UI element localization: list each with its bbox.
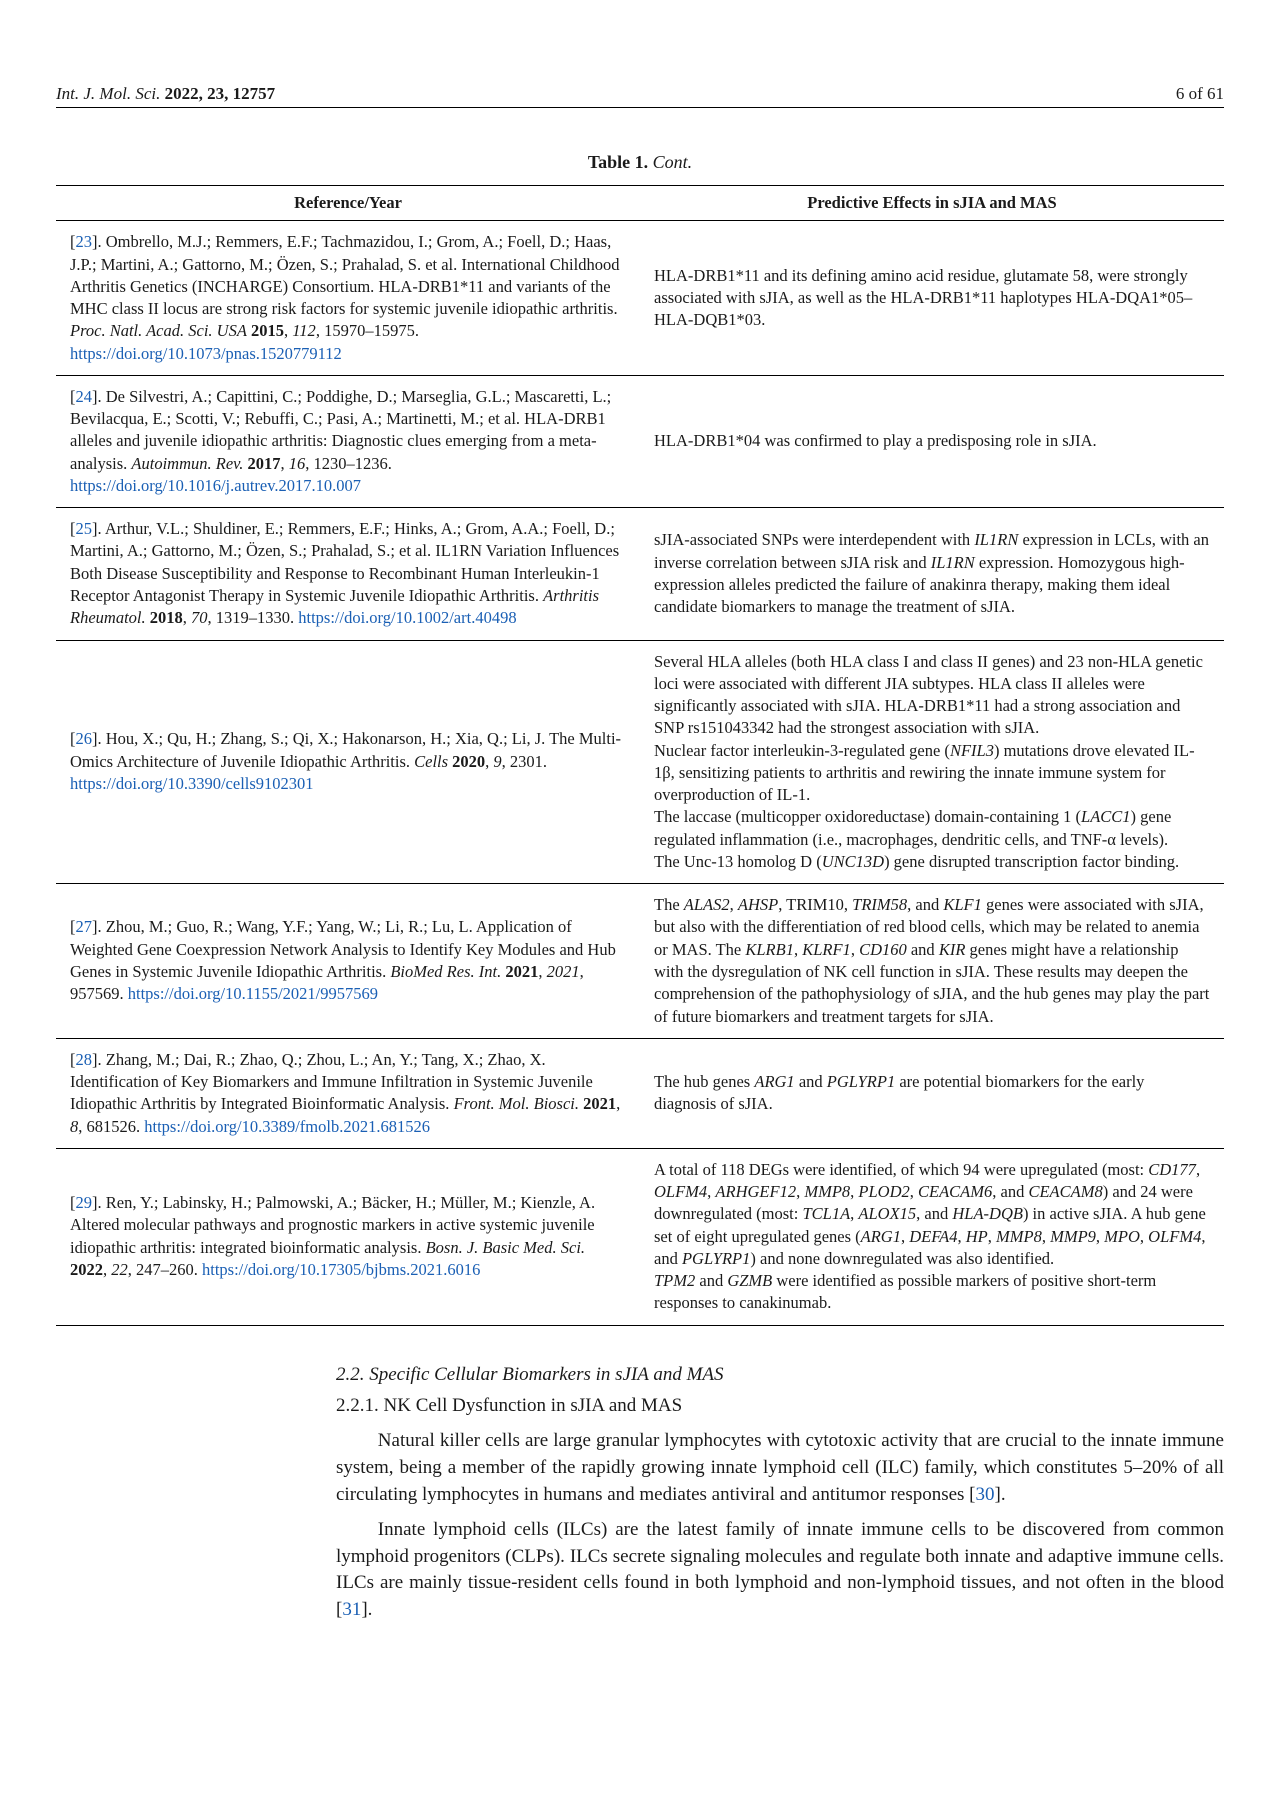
col-effects: Predictive Effects in sJIA and MAS [640,186,1224,221]
paragraphs: Natural killer cells are large granular … [336,1428,1224,1625]
table-row: [24]. De Silvestri, A.; Capittini, C.; P… [56,375,1224,507]
cell-effects: HLA-DRB1*11 and its defining amino acid … [640,221,1224,376]
cell-effects: Several HLA alleles (both HLA class I an… [640,640,1224,884]
cell-reference: [24]. De Silvestri, A.; Capittini, C.; P… [56,375,640,507]
running-head: Int. J. Mol. Sci. 2022, 23, 12757 6 of 6… [56,84,1224,108]
cell-reference: [26]. Hou, X.; Qu, H.; Zhang, S.; Qi, X.… [56,640,640,884]
table-body: [23]. Ombrello, M.J.; Remmers, E.F.; Tac… [56,221,1224,1325]
page-number: 6 of 61 [1176,84,1224,104]
running-head-left: Int. J. Mol. Sci. 2022, 23, 12757 [56,84,275,104]
cell-reference: [28]. Zhang, M.; Dai, R.; Zhao, Q.; Zhou… [56,1038,640,1148]
table-row: [26]. Hou, X.; Qu, H.; Zhang, S.; Qi, X.… [56,640,1224,884]
cell-reference: [27]. Zhou, M.; Guo, R.; Wang, Y.F.; Yan… [56,884,640,1039]
year-vol-page: 2022, 23, 12757 [165,84,276,103]
cell-effects: A total of 118 DEGs were identified, of … [640,1148,1224,1325]
cell-reference: [25]. Arthur, V.L.; Shuldiner, E.; Remme… [56,508,640,640]
body-paragraph: Natural killer cells are large granular … [336,1428,1224,1509]
page: Int. J. Mol. Sci. 2022, 23, 12757 6 of 6… [0,0,1280,1809]
table-row: [25]. Arthur, V.L.; Shuldiner, E.; Remme… [56,508,1224,640]
cell-effects: sJIA-associated SNPs were interdependent… [640,508,1224,640]
col-reference: Reference/Year [56,186,640,221]
table-row: [29]. Ren, Y.; Labinsky, H.; Palmowski, … [56,1148,1224,1325]
cell-reference: [23]. Ombrello, M.J.; Remmers, E.F.; Tac… [56,221,640,376]
table-caption: Table 1. Cont. [56,152,1224,173]
table-header-row: Reference/Year Predictive Effects in sJI… [56,186,1224,221]
body-text: 2.2. Specific Cellular Biomarkers in sJI… [336,1362,1224,1625]
table-cont: Cont. [653,152,693,172]
table-row: [28]. Zhang, M.; Dai, R.; Zhao, Q.; Zhou… [56,1038,1224,1148]
table-row: [27]. Zhou, M.; Guo, R.; Wang, Y.F.; Yan… [56,884,1224,1039]
table-row: [23]. Ombrello, M.J.; Remmers, E.F.; Tac… [56,221,1224,376]
cell-effects: HLA-DRB1*04 was confirmed to play a pred… [640,375,1224,507]
body-paragraph: Innate lymphoid cells (ILCs) are the lat… [336,1517,1224,1625]
table-label: Table 1. [588,152,648,172]
table-continued: Reference/Year Predictive Effects in sJI… [56,185,1224,1326]
cell-reference: [29]. Ren, Y.; Labinsky, H.; Palmowski, … [56,1148,640,1325]
cell-effects: The hub genes ARG1 and PGLYRP1 are poten… [640,1038,1224,1148]
cell-effects: The ALAS2, AHSP, TRIM10, TRIM58, and KLF… [640,884,1224,1039]
journal-abbrev: Int. J. Mol. Sci. [56,84,160,103]
section-heading: 2.2. Specific Cellular Biomarkers in sJI… [336,1362,1224,1389]
subsection-heading: 2.2.1. NK Cell Dysfunction in sJIA and M… [336,1393,1224,1420]
